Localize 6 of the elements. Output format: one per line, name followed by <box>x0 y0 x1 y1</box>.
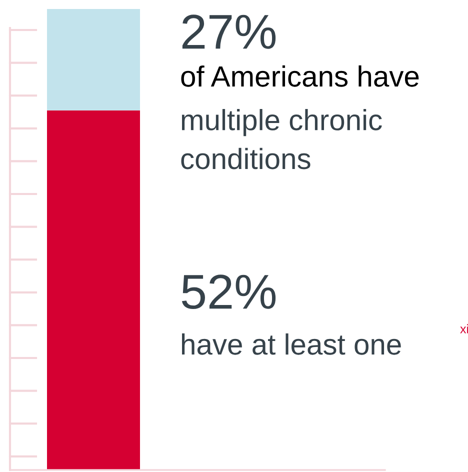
text: of Americans have <box>181 65 419 87</box>
text: have at least one <box>182 333 401 355</box>
text: xi <box>460 324 468 334</box>
text: 52% <box>182 274 276 310</box>
text: 27% <box>182 14 276 49</box>
text: multiple chronic conditions <box>181 109 382 170</box>
